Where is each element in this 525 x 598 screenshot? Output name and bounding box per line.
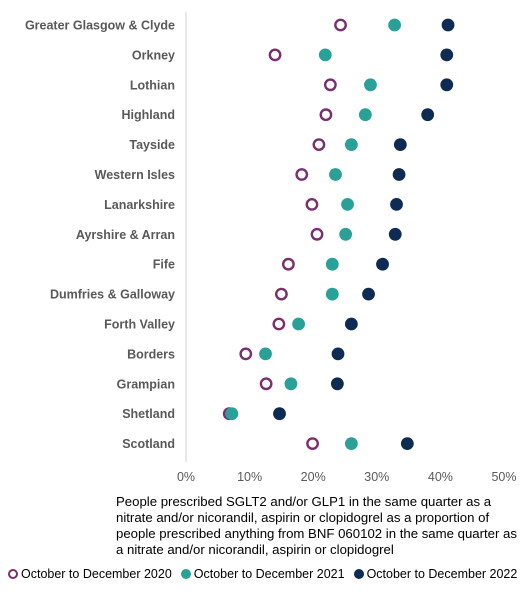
data-point-series-2 <box>390 198 403 211</box>
data-point-series-1 <box>344 138 358 152</box>
category-label: Dumfries & Galloway <box>50 288 175 302</box>
x-tick-label: 50% <box>491 470 516 484</box>
data-point-series-0 <box>272 317 286 331</box>
data-point-series-0 <box>310 227 324 241</box>
data-point-series-2 <box>344 317 358 331</box>
category-label: Shetland <box>122 407 175 421</box>
legend: October to December 2020 October to Dece… <box>8 567 517 581</box>
data-point-series-0 <box>259 377 273 391</box>
data-point-series-2 <box>331 347 345 361</box>
series-points <box>222 18 455 450</box>
data-point-series-0 <box>268 48 282 62</box>
legend-label-2020: October to December 2020 <box>21 567 172 581</box>
data-point-series-1 <box>225 407 239 421</box>
legend-item-2020: October to December 2020 <box>8 567 172 581</box>
x-tick-label: 10% <box>237 470 262 484</box>
data-point-series-0 <box>323 78 337 92</box>
data-point-series-1 <box>388 18 402 32</box>
legend-marker-2020 <box>8 569 18 579</box>
data-point-series-0 <box>295 168 309 181</box>
data-point-series-0 <box>312 138 326 152</box>
category-label: Lanarkshire <box>104 198 175 212</box>
data-point-series-2 <box>362 287 375 301</box>
category-label: Western Isles <box>95 168 175 182</box>
data-point-series-1 <box>339 227 353 241</box>
data-point-series-1 <box>325 257 339 271</box>
x-axis-label: People prescribed SGLT2 and/or GLP1 in t… <box>116 494 517 557</box>
category-label: Scotland <box>122 437 175 451</box>
data-point-series-2 <box>441 18 455 32</box>
data-point-series-1 <box>284 377 298 391</box>
category-labels: Greater Glasgow & Clyde Orkney Lothian High… <box>25 19 175 452</box>
legend-label-2022: October to December 2022 <box>366 567 518 581</box>
category-label: Highland <box>122 108 175 122</box>
category-label: Grampian <box>117 377 175 391</box>
category-label: Ayrshire & Arran <box>76 228 175 242</box>
data-point-series-1 <box>292 317 305 331</box>
category-label: Borders <box>127 347 175 361</box>
x-tick-label: 0% <box>177 470 195 484</box>
legend-label-2021: October to December 2021 <box>193 567 345 581</box>
data-point-series-1 <box>341 198 354 211</box>
dot-plot: Greater Glasgow & Clyde Orkney Lothian High… <box>25 12 517 484</box>
legend-item-2021: October to December 2021 <box>180 567 345 581</box>
data-point-series-0 <box>239 347 253 361</box>
x-tick-labels: 0% 10% 20% 30% 40% 50% <box>177 470 517 484</box>
legend-marker-2022 <box>353 569 364 579</box>
x-tick-label: 40% <box>428 470 453 484</box>
data-point-series-2 <box>421 108 435 122</box>
data-point-series-1 <box>325 287 339 301</box>
data-point-series-0 <box>319 108 333 122</box>
data-point-series-1 <box>318 48 332 62</box>
data-point-series-2 <box>273 407 286 421</box>
data-point-series-2 <box>392 168 406 181</box>
x-tick-label: 20% <box>301 470 326 484</box>
data-point-series-1 <box>358 108 372 122</box>
data-point-series-2 <box>400 437 414 450</box>
category-label: Orkney <box>132 48 175 62</box>
data-point-series-2 <box>393 138 407 152</box>
category-label: Tayside <box>129 138 175 152</box>
category-label: Forth Valley <box>104 318 175 332</box>
legend-marker-2021 <box>180 569 191 579</box>
x-tick-label: 30% <box>364 470 389 484</box>
data-point-series-1 <box>364 78 377 92</box>
category-label: Lothian <box>130 78 175 92</box>
data-point-series-0 <box>305 197 319 211</box>
data-point-series-2 <box>440 48 454 62</box>
data-point-series-2 <box>330 377 344 391</box>
data-point-series-0 <box>306 437 319 450</box>
data-point-series-2 <box>440 78 454 92</box>
category-label: Fife <box>153 258 175 272</box>
data-point-series-2 <box>388 227 402 241</box>
data-point-series-2 <box>376 257 389 271</box>
data-point-series-1 <box>259 347 272 361</box>
data-point-series-0 <box>334 18 347 32</box>
category-label: Greater Glasgow & Clyde <box>25 19 175 33</box>
data-point-series-0 <box>281 257 295 271</box>
legend-item-2022: October to December 2022 <box>353 567 518 581</box>
data-point-series-0 <box>274 287 288 301</box>
data-point-series-1 <box>329 168 342 181</box>
data-point-series-1 <box>344 437 358 450</box>
